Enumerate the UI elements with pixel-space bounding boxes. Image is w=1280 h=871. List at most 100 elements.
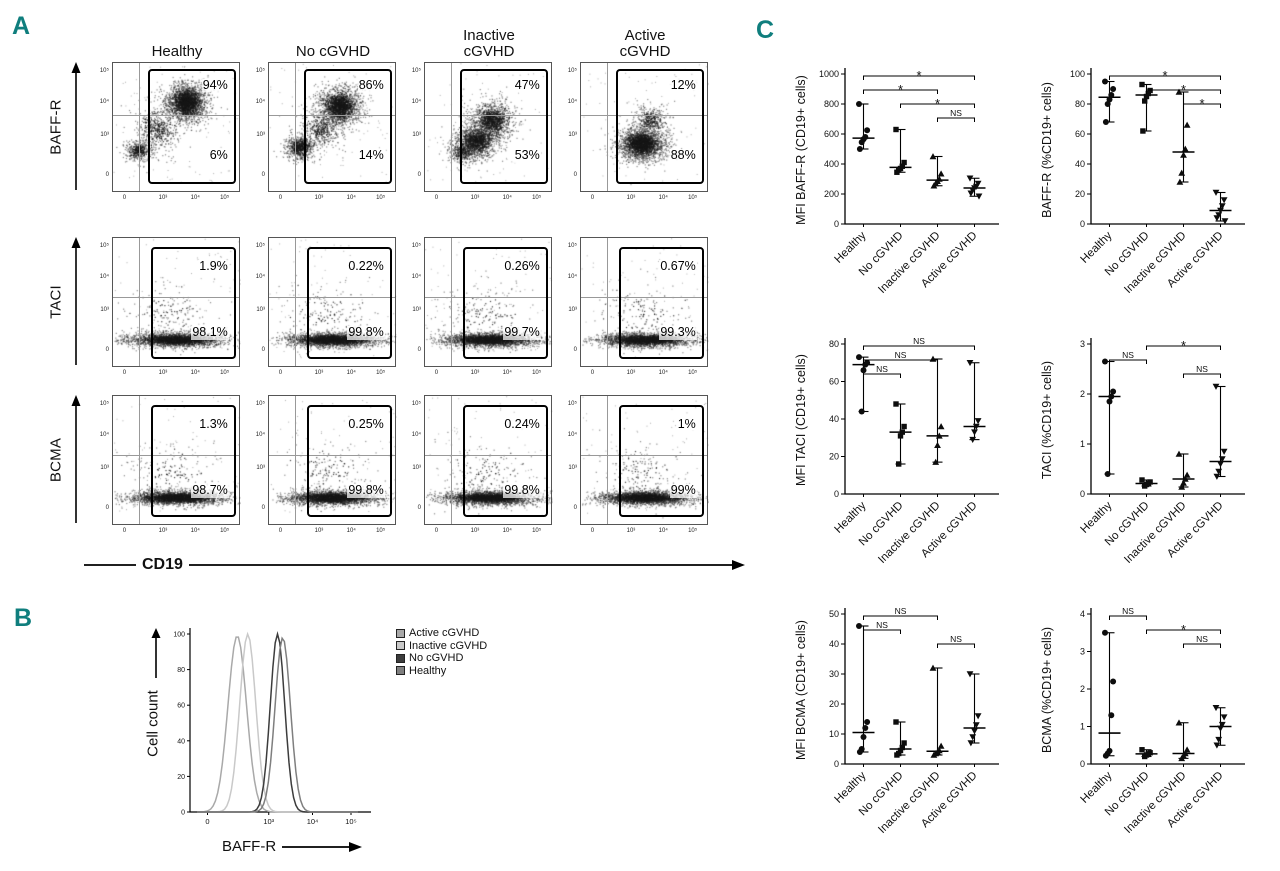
- quadrant-line-horizontal: [581, 115, 707, 116]
- gate-percentage-bottom: 14%: [357, 147, 385, 163]
- axes: [844, 608, 999, 765]
- significance-bracket: [1183, 103, 1221, 108]
- data-point: [864, 127, 871, 134]
- category-label: Healthy: [1079, 229, 1115, 265]
- y-tick-label: 3: [1080, 647, 1085, 657]
- y-tick-label: 100: [1070, 69, 1085, 79]
- y-tick-label: 20: [829, 699, 839, 709]
- x-tick-label: 10⁵: [688, 195, 698, 201]
- quadrant-line-vertical: [450, 396, 452, 524]
- data-point: [1212, 704, 1220, 712]
- legend-label: No cGVHD: [409, 652, 464, 664]
- quadrant-line-vertical: [606, 238, 608, 366]
- data-point: [974, 418, 982, 425]
- data-point: [1102, 358, 1108, 365]
- x-tick-label: 10⁵: [376, 370, 386, 376]
- gate-rectangle: [615, 68, 704, 184]
- quadrant-line-horizontal: [113, 296, 239, 298]
- x-tick-label: 10³: [314, 370, 324, 376]
- data-point: [1142, 753, 1148, 760]
- quadrant-line-vertical: [294, 63, 296, 191]
- scatter-baff-r-percent: BAFF-R (%CD19+ cells) 0 20 40 60 80 100 Health…: [1036, 48, 1280, 316]
- data-point: [1106, 96, 1113, 103]
- dot-plot-canvas: [581, 238, 709, 368]
- data-point: [1139, 747, 1145, 753]
- y-tick-label: 10³: [100, 306, 109, 313]
- significance-label: NS: [895, 350, 907, 360]
- x-tick-label: 10⁴: [502, 195, 512, 201]
- quadrant-line-horizontal: [581, 454, 707, 456]
- x-tick-label: 0: [205, 817, 209, 826]
- significance-label: *: [935, 96, 940, 111]
- y-tick-label: 10⁴: [99, 432, 109, 438]
- data-point: [856, 749, 863, 755]
- x-tick-label: 10⁵: [376, 528, 386, 534]
- gate-percentage-top: 0.67%: [659, 259, 697, 274]
- significance-label: *: [1181, 622, 1186, 637]
- y-tick-label: 10³: [256, 306, 265, 313]
- quadrant-line-vertical: [294, 238, 296, 366]
- x-tick-label: 10⁴: [658, 195, 668, 201]
- y-tick-label: 10³: [100, 464, 109, 471]
- flow-plot-baffr-active-cgvhd: 12% 88% 0 10³ 10⁴ 10⁵ 10⁵ 10⁴ 10³ 0: [568, 62, 709, 201]
- gate-rectangle: [463, 247, 548, 359]
- x-tick-label: 0: [278, 528, 283, 534]
- data-point: [967, 740, 975, 747]
- data-point: [1142, 483, 1148, 489]
- x-tick-label: 10³: [470, 195, 480, 201]
- data-point: [929, 153, 937, 160]
- up-arrow-icon: [71, 395, 81, 523]
- legend-item: Active cGVHD: [396, 627, 487, 640]
- significance-label: *: [1162, 68, 1167, 83]
- data-point: [1108, 393, 1115, 400]
- y-tick-label: 0: [834, 219, 839, 229]
- right-arrow-icon: [282, 841, 363, 852]
- data-point: [1213, 742, 1221, 749]
- y-tick-label: 0: [261, 171, 265, 178]
- significance-label: NS: [895, 606, 907, 616]
- y-tick-label: 10⁵: [411, 67, 421, 74]
- x-tick-label: 10⁵: [532, 370, 542, 376]
- x-tick-label: 10⁴: [307, 817, 319, 826]
- data-point: [932, 458, 940, 465]
- data-point: [974, 713, 982, 720]
- data-point: [1212, 189, 1220, 196]
- gate-percentage-top: 0.26%: [503, 259, 541, 274]
- quadrant-line-vertical: [294, 396, 296, 524]
- x-tick-label: 10³: [314, 528, 324, 534]
- gate-percentage-top: 0.25%: [347, 417, 385, 432]
- flow-plot-baffr-healthy: 94% 6% 0 10³ 10⁴ 10⁵ 10⁵ 10⁴ 10³ 0: [100, 62, 241, 201]
- gate-percentage-top: 47%: [513, 77, 541, 93]
- y-tick-label: 2: [1080, 684, 1085, 694]
- y-tick-label: 0: [1080, 489, 1085, 499]
- quadrant-line-vertical: [606, 396, 608, 524]
- x-tick-label: 0: [434, 195, 439, 201]
- y-tick-label: 0: [1080, 219, 1085, 229]
- axes: [1090, 608, 1245, 765]
- y-tick-label: 80: [1075, 99, 1085, 109]
- significance-bracket: [1146, 629, 1221, 634]
- y-tick-label: 10⁴: [411, 274, 421, 280]
- significance-label: NS: [876, 364, 888, 374]
- scatter-mfi-baff-r: MFI BAFF-R (CD19+ cells) 0 200 400 600 800 10…: [790, 48, 1040, 316]
- y-tick-label: 10³: [412, 131, 421, 138]
- y-tick-label: 50: [829, 609, 839, 619]
- y-tick-label: 4: [1080, 609, 1085, 619]
- category-label: Healthy: [1079, 499, 1115, 535]
- gate-percentage-top: 86%: [357, 77, 385, 93]
- quadrant-line-horizontal: [425, 115, 551, 116]
- data-point: [901, 740, 907, 746]
- data-point: [1110, 86, 1117, 92]
- y-tick-label: 10⁴: [567, 99, 577, 105]
- y-tick-label: 10³: [256, 131, 265, 138]
- y-tick-label: 20: [1075, 189, 1085, 199]
- x-tick-label: 10³: [626, 370, 636, 376]
- scatter-mfi-bcma: MFI BCMA (CD19+ cells) 0 10 20 30 40 50 Health…: [790, 588, 1040, 856]
- flow-plot-bcma-inactive-cgvhd: 0.24% 99.8% 0 10³ 10⁴ 10⁵ 10⁵ 10⁴ 10³ 0: [412, 395, 553, 534]
- data-point: [860, 734, 867, 740]
- flow-plot-taci-no-cgvhd: 0.22% 99.8% 0 10³ 10⁴ 10⁵ 10⁵ 10⁴ 10³ 0: [256, 237, 397, 376]
- data-point: [1221, 218, 1229, 225]
